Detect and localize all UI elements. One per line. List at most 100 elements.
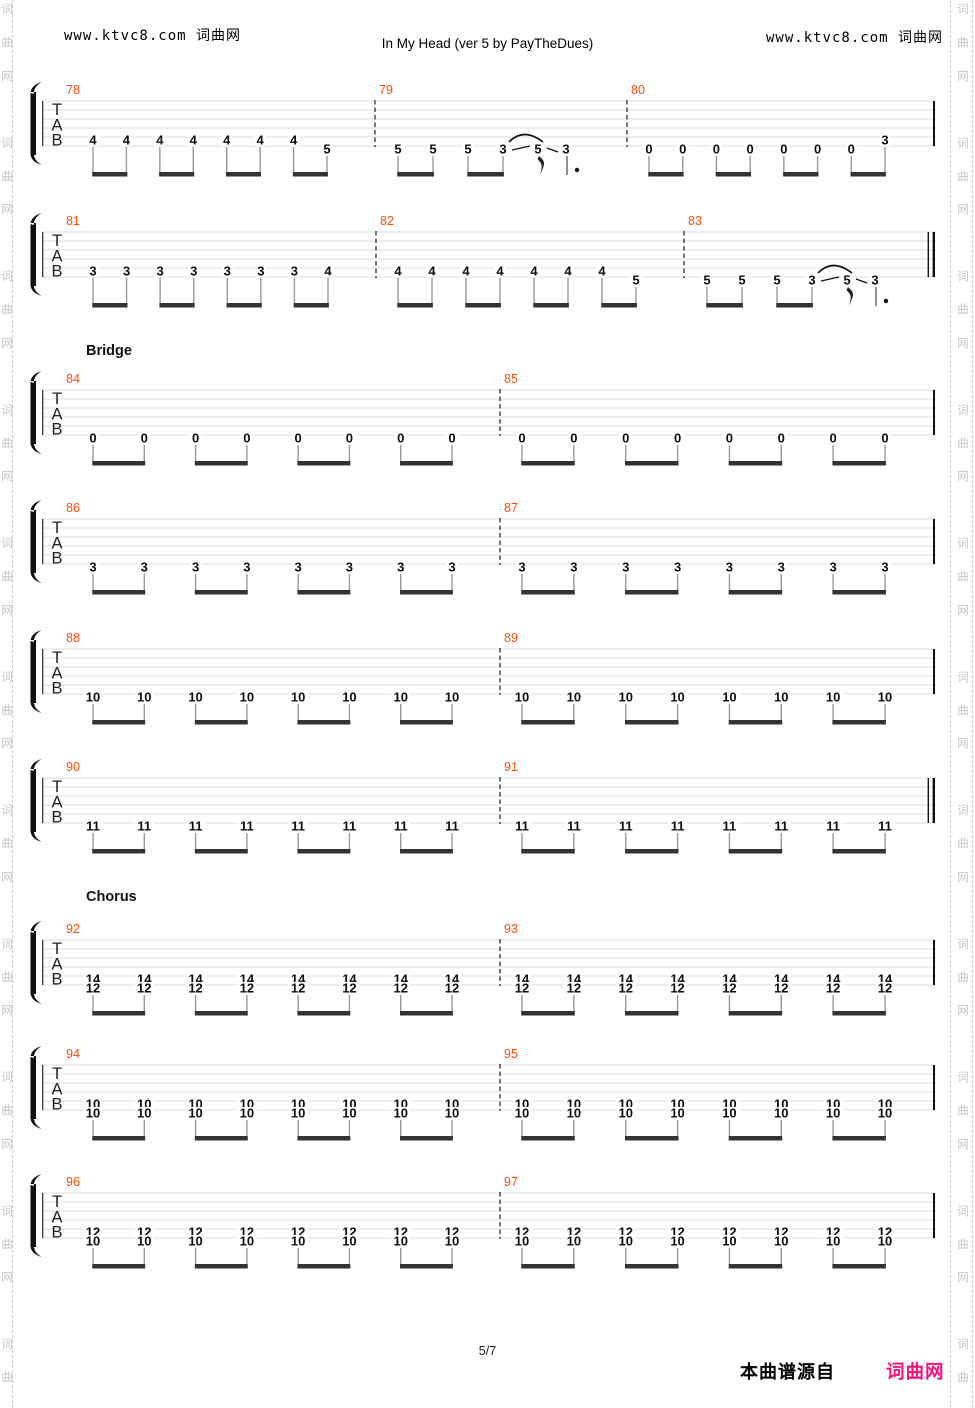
tab-note: 4 [428, 264, 436, 279]
note-mask [154, 265, 166, 277]
note-mask [668, 820, 688, 832]
note-mask [288, 691, 308, 703]
tab-note: 10 [188, 690, 202, 705]
beam [625, 849, 679, 854]
note-mask [254, 134, 266, 146]
staff-bracket [30, 82, 42, 165]
section-label-bridge: Bridge [86, 343, 132, 359]
note-mask [771, 1107, 791, 1119]
beam [400, 1264, 453, 1269]
watermark-char: 网 [1, 604, 13, 617]
note-mask [564, 691, 584, 703]
note-mask [512, 691, 532, 703]
tab-note: 10 [722, 1234, 736, 1249]
tab-note: 11 [394, 819, 408, 834]
note-mask [528, 265, 540, 277]
note-mask [823, 982, 843, 994]
note-mask [875, 1235, 895, 1247]
note-mask [875, 1107, 895, 1119]
tab-note: 3 [89, 264, 96, 279]
beam [297, 1011, 351, 1016]
tab-note: 0 [814, 142, 821, 157]
note-mask [719, 1235, 739, 1247]
note-mask [823, 820, 843, 832]
note-mask [339, 1235, 359, 1247]
tab-note: 10 [188, 1234, 202, 1249]
dashed-border-left [12, 0, 13, 1408]
note-mask [671, 561, 684, 573]
measure-number: 78 [66, 83, 80, 97]
note-mask [292, 432, 304, 444]
tab-note: 3 [291, 264, 298, 279]
beam [715, 172, 752, 177]
tab-note: 3 [674, 560, 681, 575]
watermark-char: 曲 [1, 704, 13, 717]
slide-line [820, 276, 840, 282]
note-mask [221, 265, 234, 277]
tab-note: 10 [567, 1106, 581, 1121]
tab-note: 0 [243, 431, 250, 446]
note-mask [710, 143, 723, 155]
tab-note: 10 [86, 1234, 100, 1249]
tab-clef-letter: B [51, 971, 62, 989]
watermark-char: 曲 [1, 437, 13, 450]
note-mask [427, 143, 439, 155]
tab-note: 12 [618, 981, 632, 996]
tab-note: 12 [393, 981, 407, 996]
note-mask [134, 1107, 154, 1119]
tab-note: 5 [738, 273, 745, 288]
beam [159, 303, 195, 308]
beam [194, 590, 248, 595]
beam [648, 172, 684, 177]
beam [194, 849, 248, 854]
beam [92, 303, 128, 308]
beam [297, 1264, 351, 1269]
watermark-char: 词 [1, 4, 13, 16]
beam [397, 303, 433, 308]
tab-note: 12 [878, 981, 892, 996]
note-mask [134, 691, 154, 703]
watermark-char: 曲 [957, 1105, 969, 1118]
tab-note: 5 [323, 142, 330, 157]
watermark-char: 网 [1, 1005, 13, 1018]
note-mask [564, 1235, 584, 1247]
note-mask [87, 265, 99, 277]
end-barline [933, 519, 935, 564]
staff-bracket [30, 921, 42, 1004]
end-barline [933, 390, 935, 435]
note-mask [516, 561, 528, 573]
note-mask [134, 1235, 154, 1247]
tab-note: 3 [778, 560, 785, 575]
note-mask [186, 982, 206, 994]
tab-note: 0 [448, 431, 455, 446]
note-mask [442, 820, 462, 832]
tab-note: 5 [429, 142, 436, 157]
tab-note: 12 [86, 981, 100, 996]
beam [297, 590, 351, 595]
tab-clef-letter: T [52, 778, 62, 796]
tab-note: 10 [445, 1234, 459, 1249]
note-mask [220, 134, 233, 146]
measure-number: 91 [504, 760, 518, 774]
note-mask [120, 265, 133, 277]
watermark-char: 词 [1, 1205, 13, 1218]
beam [832, 849, 886, 854]
tab-note: 12 [291, 981, 305, 996]
note-mask [616, 820, 636, 832]
note-mask [391, 820, 411, 832]
staff-bracket [30, 630, 42, 713]
note-mask [643, 143, 655, 155]
watermark-char: 网 [1, 471, 13, 484]
staff-bracket [30, 1046, 42, 1129]
tab-note: 0 [726, 431, 733, 446]
measure-number: 80 [631, 83, 645, 97]
tab-note: 10 [722, 1106, 736, 1121]
note-mask [237, 1235, 257, 1247]
end-barline [933, 649, 935, 694]
note-mask [771, 820, 791, 832]
beam [293, 303, 329, 308]
tab-note: 10 [342, 1234, 356, 1249]
tab-note: 11 [619, 819, 633, 834]
beam [832, 1136, 886, 1141]
measure-number: 92 [66, 922, 80, 936]
